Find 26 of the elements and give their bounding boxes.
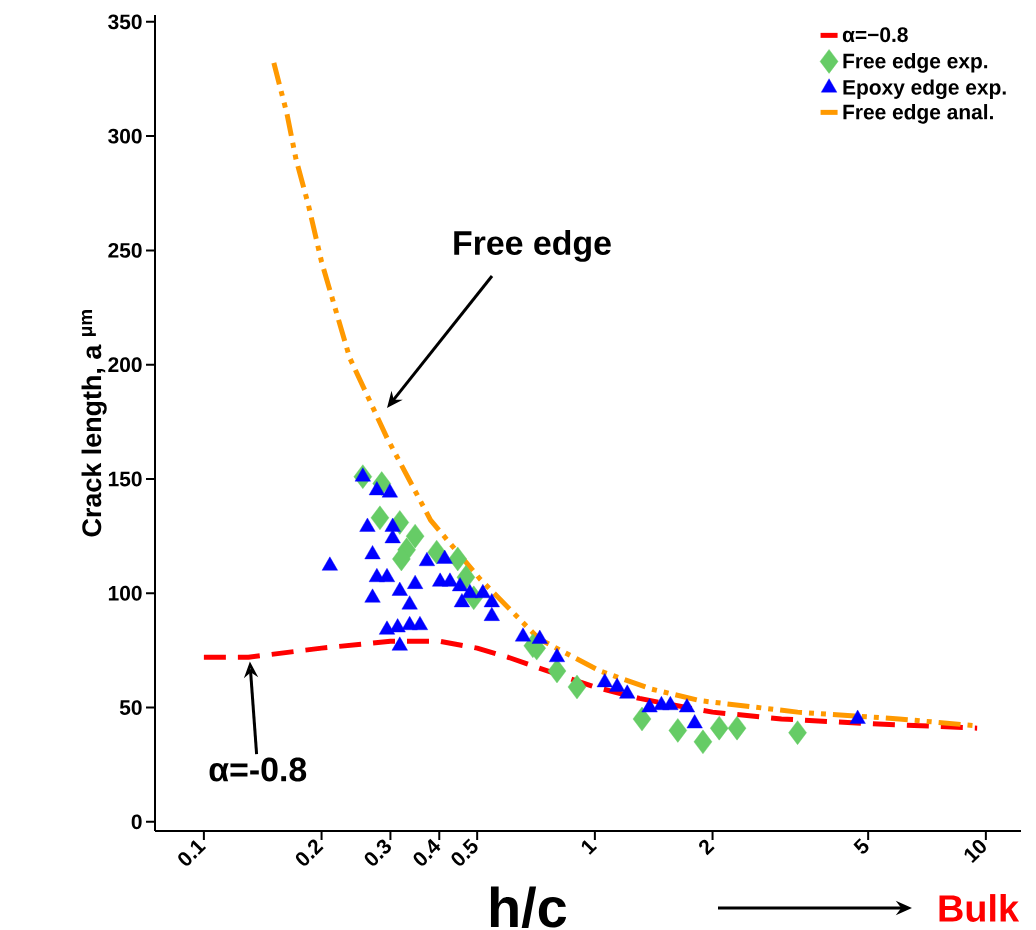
- x-tick-label: 5: [853, 838, 869, 854]
- annotation: Free edge: [454, 230, 611, 262]
- y-tick-label: 0: [131, 814, 142, 830]
- legend-label: Epoxy edge exp.: [843, 79, 1006, 99]
- x-tick-label: 1: [581, 840, 598, 855]
- x-tick-label: 0.4: [413, 838, 441, 866]
- y-tick-label: 200: [108, 357, 142, 373]
- y-tick-label: 150: [108, 471, 142, 487]
- y-tick-label: 100: [108, 585, 142, 601]
- x-tick-label: 2: [699, 839, 715, 856]
- x-tick-label: 0.5: [451, 838, 478, 866]
- legend-label: Free edge exp.: [843, 53, 988, 73]
- x-tick-label: 0.1: [178, 840, 207, 866]
- x-tick-label: 10: [964, 839, 986, 864]
- y-tick-label: 50: [119, 700, 142, 715]
- legend-label: Free edge anal.: [843, 104, 993, 124]
- annotation: α=-0.8: [209, 757, 307, 782]
- x-axis-title: h/c: [490, 886, 567, 929]
- y-tick-label: 300: [108, 128, 142, 144]
- y-tick-label: 250: [108, 243, 142, 258]
- y-tick-label: 350: [108, 14, 142, 30]
- legend-label: α=−0.8: [842, 27, 908, 43]
- x-tick-label: 0.3: [364, 839, 391, 866]
- x-tick-label: 0.2: [295, 839, 324, 866]
- text: Bulk: [939, 894, 1020, 922]
- y-axis-title: Crack length, a $^{μm}$: [81, 310, 107, 537]
